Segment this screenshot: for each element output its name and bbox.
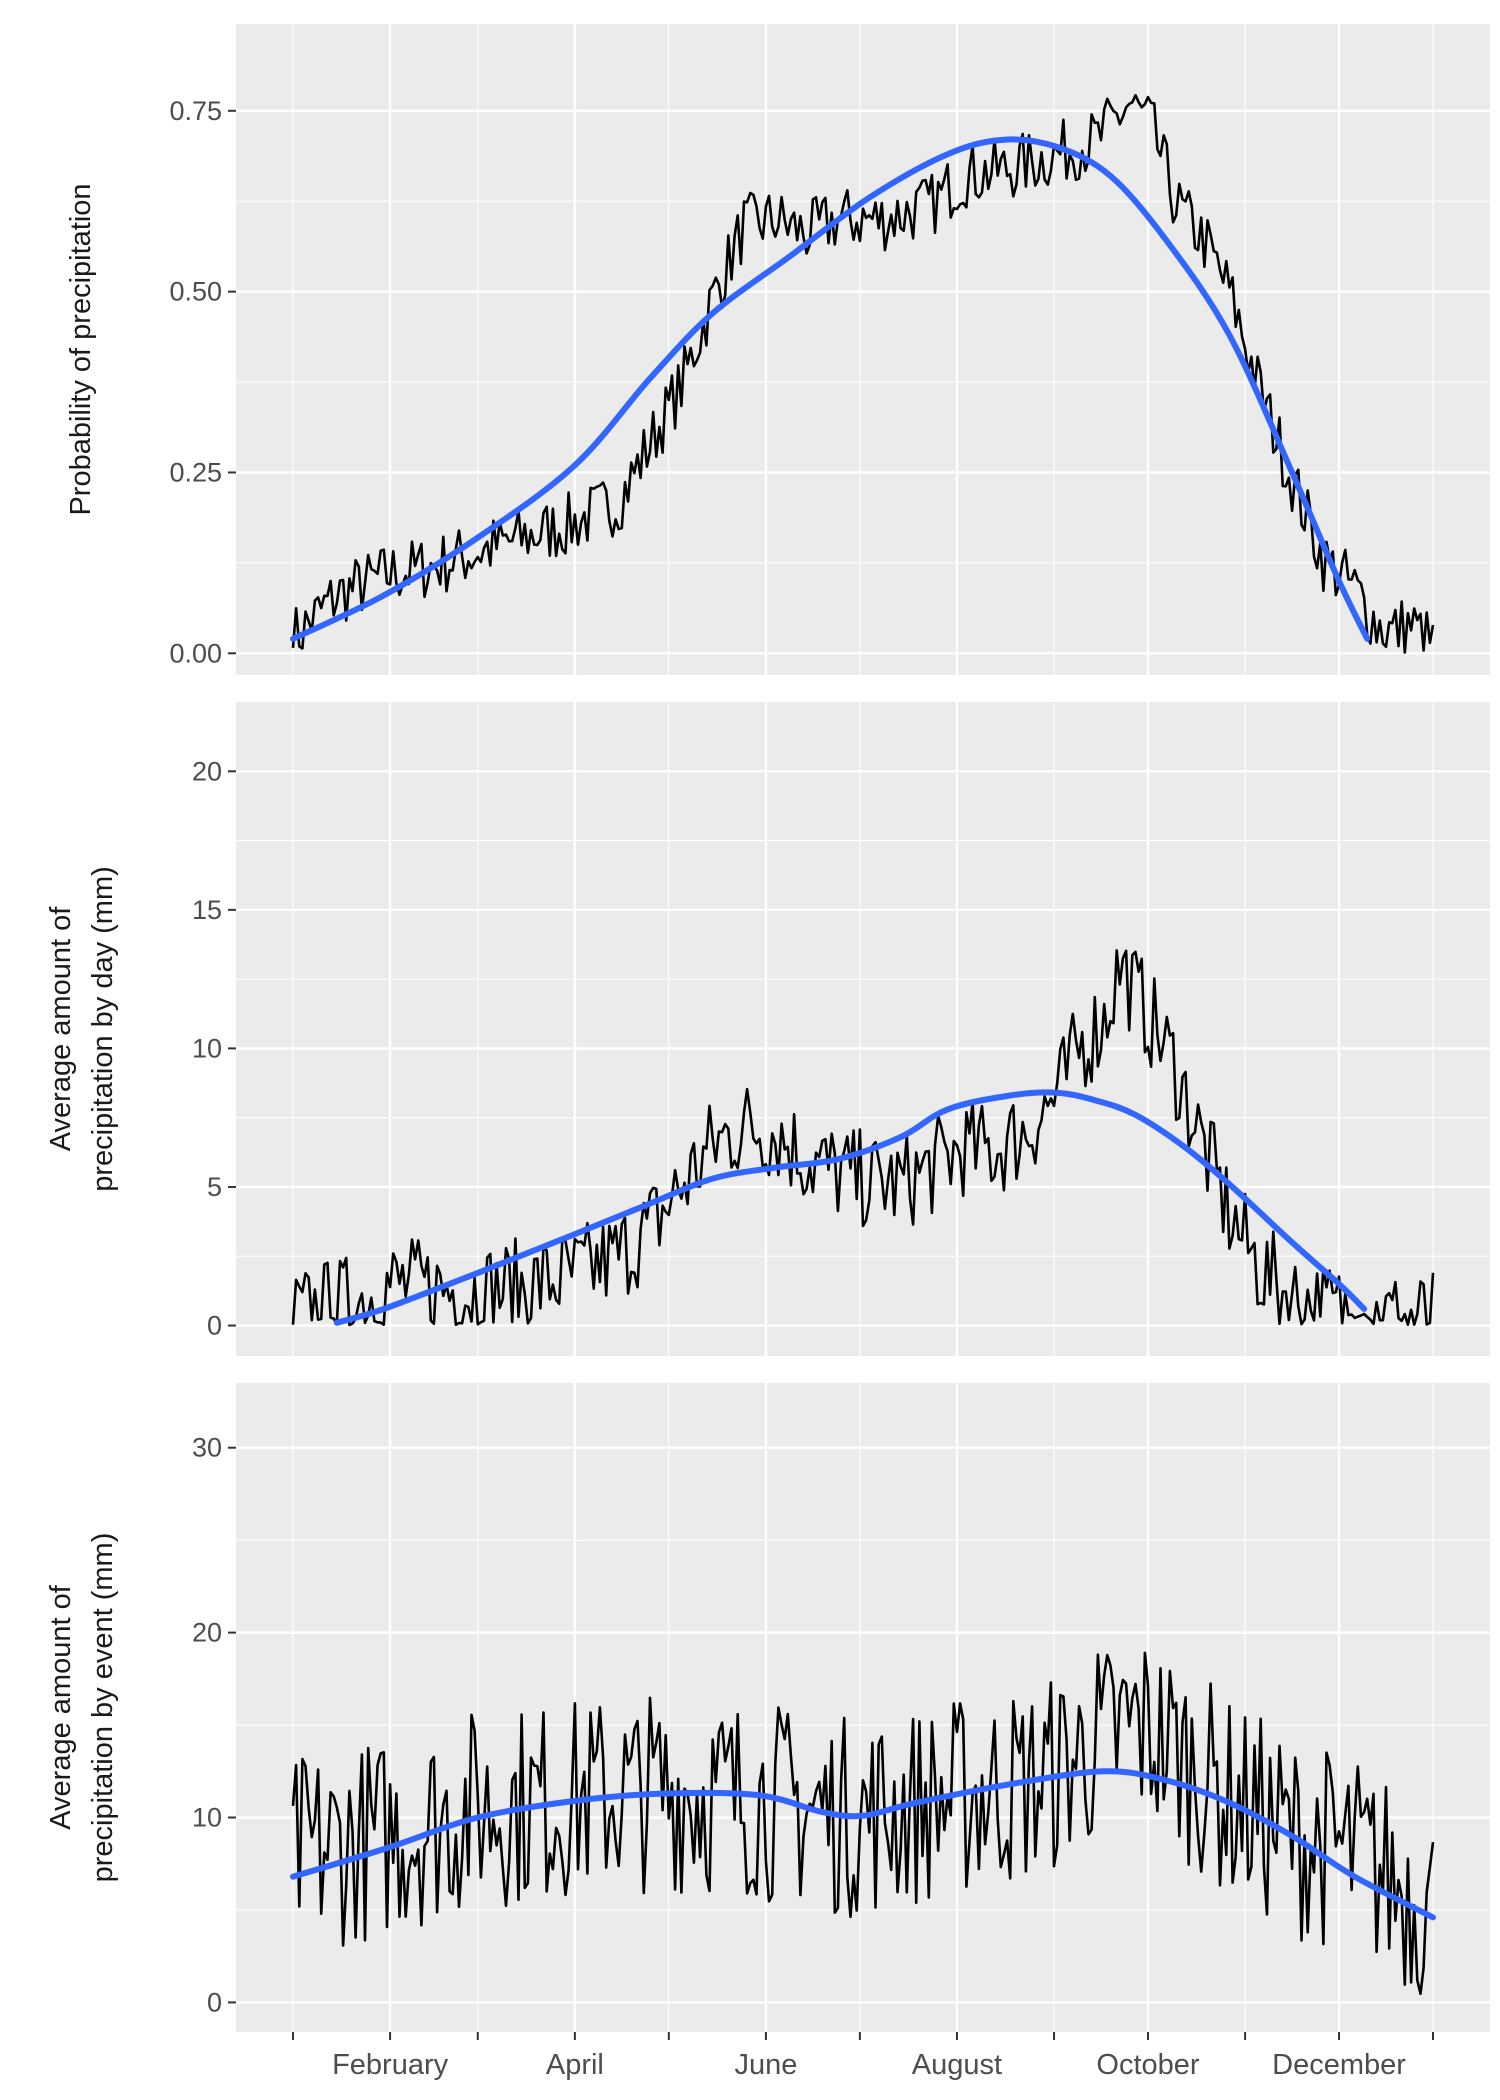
y-tick-label: 0.75 — [169, 96, 222, 126]
smoothed-trend-line — [333, 1089, 1368, 1326]
y-axis-title-line: Average amount of — [45, 1584, 77, 1829]
y-tick-label: 20 — [192, 1618, 222, 1648]
y-tick-label: 0.00 — [169, 638, 222, 668]
smoothed-trend-line — [290, 1768, 1436, 1921]
y-tick-label: 5 — [207, 1172, 222, 1202]
y-tick-label: 10 — [192, 1033, 222, 1063]
panel-amount-event: 0 10 20 30 Average amount of precipitation by… — [45, 1383, 1490, 2032]
panel-probability: 0.00 0.25 0.50 0.75 Probability of precipita… — [65, 24, 1490, 675]
y-tick-label: 0.50 — [169, 277, 222, 307]
x-tick-label: August — [912, 2049, 1002, 2081]
panel-amount-day: 0 5 10 15 20 Average amount of precipitation b… — [45, 702, 1490, 1356]
y-axis-title: Average amount of precipitation by event … — [45, 1533, 119, 1883]
panel-background — [236, 1383, 1490, 2032]
y-tick-label: 0 — [207, 1987, 222, 2017]
smoothed-trend-line — [290, 136, 1371, 642]
daily-series-line — [291, 94, 1435, 654]
y-axis-title-line: Average amount of — [45, 906, 77, 1151]
y-tick-label: 0 — [207, 1311, 222, 1341]
y-axis-title-line: Probability of precipitation — [65, 183, 97, 515]
daily-series-line — [291, 949, 1435, 1327]
y-tick-label: 15 — [192, 895, 222, 925]
x-tick-label: December — [1272, 2049, 1406, 2081]
y-tick-label: 30 — [192, 1433, 222, 1463]
y-tick-label: 0.25 — [169, 457, 222, 487]
panel-background — [236, 702, 1490, 1356]
y-axis-title: Probability of precipitation — [65, 183, 97, 515]
x-tick-label: April — [546, 2049, 604, 2081]
x-tick-label: February — [332, 2049, 449, 2081]
x-tick-label: June — [734, 2049, 797, 2081]
x-tick-label: October — [1096, 2049, 1199, 2081]
y-axis-title-line: precipitation by event (mm) — [87, 1533, 119, 1883]
x-axis: February April June August October December — [292, 2032, 1434, 2081]
y-axis-title: Average amount of precipitation by day (m… — [45, 866, 119, 1192]
y-tick-label: 20 — [192, 756, 222, 786]
y-tick-label: 10 — [192, 1803, 222, 1833]
y-axis-title-line: precipitation by day (mm) — [87, 866, 119, 1192]
